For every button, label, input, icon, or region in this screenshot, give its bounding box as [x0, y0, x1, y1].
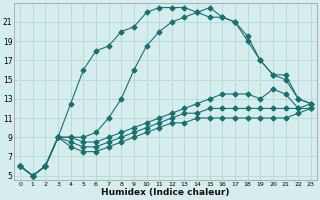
X-axis label: Humidex (Indice chaleur): Humidex (Indice chaleur): [101, 188, 230, 197]
